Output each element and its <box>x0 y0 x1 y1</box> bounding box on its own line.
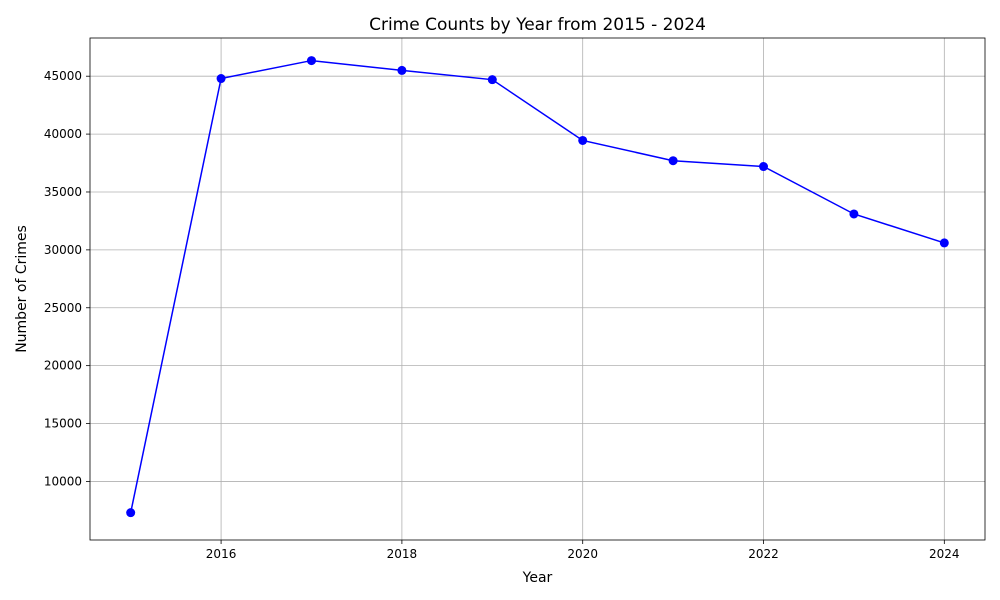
x-axis-title: Year <box>522 570 553 586</box>
data-point-2015 <box>126 508 136 518</box>
x-tick-label: 2024 <box>929 547 960 561</box>
data-series <box>126 56 949 518</box>
data-point-2018 <box>397 65 407 75</box>
x-tick-label: 2020 <box>567 547 598 561</box>
axis-ticks: 2016 2018 2020 2022 2024 10000 15000 20000 25000… <box>44 69 960 561</box>
y-tick-label: 20000 <box>44 359 82 373</box>
y-axis-title: Number of Crimes <box>14 225 30 353</box>
data-point-2024 <box>939 238 949 248</box>
y-tick-label: 45000 <box>44 69 82 83</box>
y-tick-label: 25000 <box>44 301 82 315</box>
chart-title: Crime Counts by Year from 2015 - 2024 <box>369 15 706 35</box>
plot-frame <box>89 37 986 541</box>
data-point-2023 <box>849 209 859 219</box>
x-tick-label: 2022 <box>748 547 779 561</box>
y-tick-label: 15000 <box>44 417 82 431</box>
y-tick-label: 35000 <box>44 185 82 199</box>
data-point-2020 <box>578 135 588 145</box>
y-tick-label: 30000 <box>44 243 82 257</box>
series-line <box>129 59 945 513</box>
data-point-2021 <box>668 156 678 166</box>
x-tick-label: 2016 <box>206 547 237 561</box>
y-tick-label: 10000 <box>44 474 82 488</box>
data-point-2022 <box>759 162 769 172</box>
grid-lines <box>90 38 985 540</box>
y-tick-label: 40000 <box>44 127 82 141</box>
data-point-2019 <box>487 75 497 85</box>
data-point-2016 <box>216 74 226 84</box>
data-point-2017 <box>306 56 316 66</box>
x-tick-label: 2018 <box>387 547 418 561</box>
